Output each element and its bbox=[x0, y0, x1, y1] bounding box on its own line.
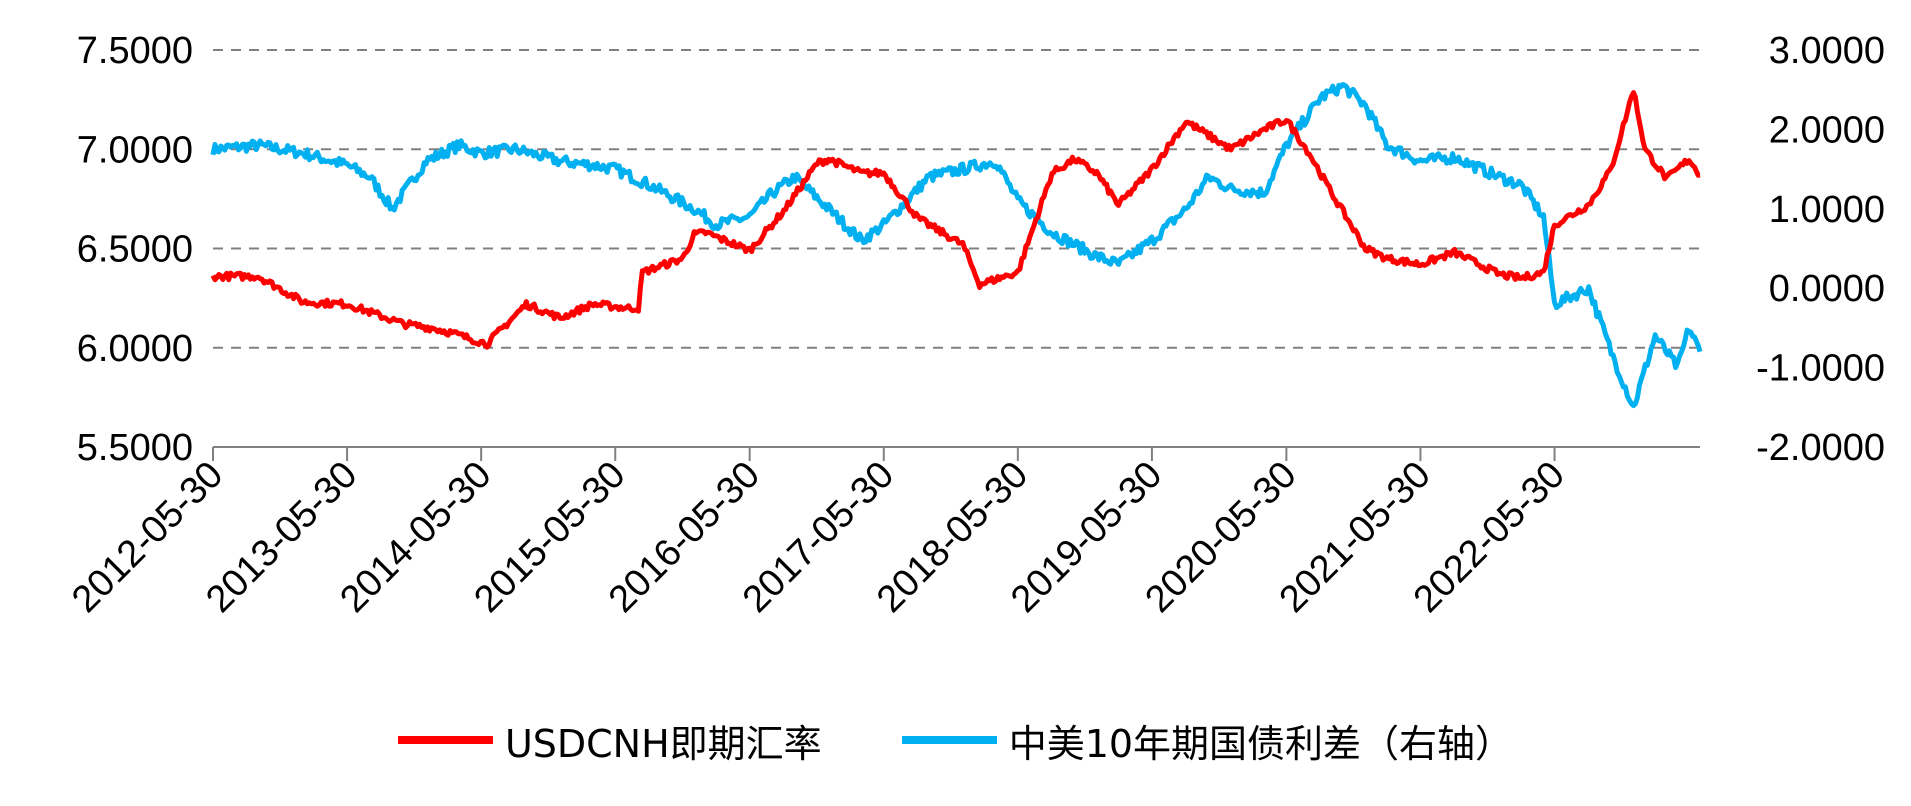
legend: USDCNH即期汇率 中美10年期国债利差（右轴） bbox=[0, 700, 1911, 780]
series-line-usdcnh bbox=[210, 90, 1701, 350]
series-lines bbox=[210, 82, 1703, 409]
x-axis-ticks: 2012-05-302013-05-302014-05-302015-05-30… bbox=[64, 454, 1573, 621]
legend-swatch-usdcnh bbox=[397, 736, 493, 744]
y-left-tick-label: 7.5000 bbox=[77, 30, 193, 72]
right-y-axis-ticks: -2.0000 -1.0000 0.0000 1.0000 2.0000 3.0000 bbox=[1756, 30, 1885, 469]
gridlines bbox=[213, 49, 1700, 349]
y-left-tick-label: 6.0000 bbox=[77, 328, 193, 370]
y-right-tick-label: 3.0000 bbox=[1769, 30, 1885, 72]
y-left-tick-label: 5.5000 bbox=[77, 427, 193, 469]
series-line-spread bbox=[210, 82, 1703, 409]
legend-item-spread: 中美10年期国债利差（右轴） bbox=[901, 713, 1514, 768]
legend-label-spread: 中美10年期国债利差（右轴） bbox=[1008, 721, 1514, 766]
left-y-axis-ticks: 5.5000 6.0000 6.5000 7.0000 7.5000 bbox=[77, 30, 193, 469]
y-right-tick-label: -2.0000 bbox=[1756, 427, 1885, 469]
legend-label-usdcnh: USDCNH即期汇率 bbox=[504, 721, 822, 766]
y-left-tick-label: 6.5000 bbox=[77, 229, 193, 271]
axes bbox=[212, 446, 1700, 461]
line-chart: 5.5000 6.0000 6.5000 7.0000 7.5000 -2.0000 -1… bbox=[64, 30, 1885, 621]
y-right-tick-label: 1.0000 bbox=[1769, 189, 1885, 231]
y-right-tick-label: -1.0000 bbox=[1756, 348, 1885, 390]
y-right-tick-label: 0.0000 bbox=[1769, 268, 1885, 310]
y-right-tick-label: 2.0000 bbox=[1769, 109, 1885, 151]
legend-swatch-spread bbox=[901, 736, 997, 744]
legend-item-usdcnh: USDCNH即期汇率 bbox=[397, 713, 822, 768]
y-left-tick-label: 7.0000 bbox=[77, 129, 193, 171]
